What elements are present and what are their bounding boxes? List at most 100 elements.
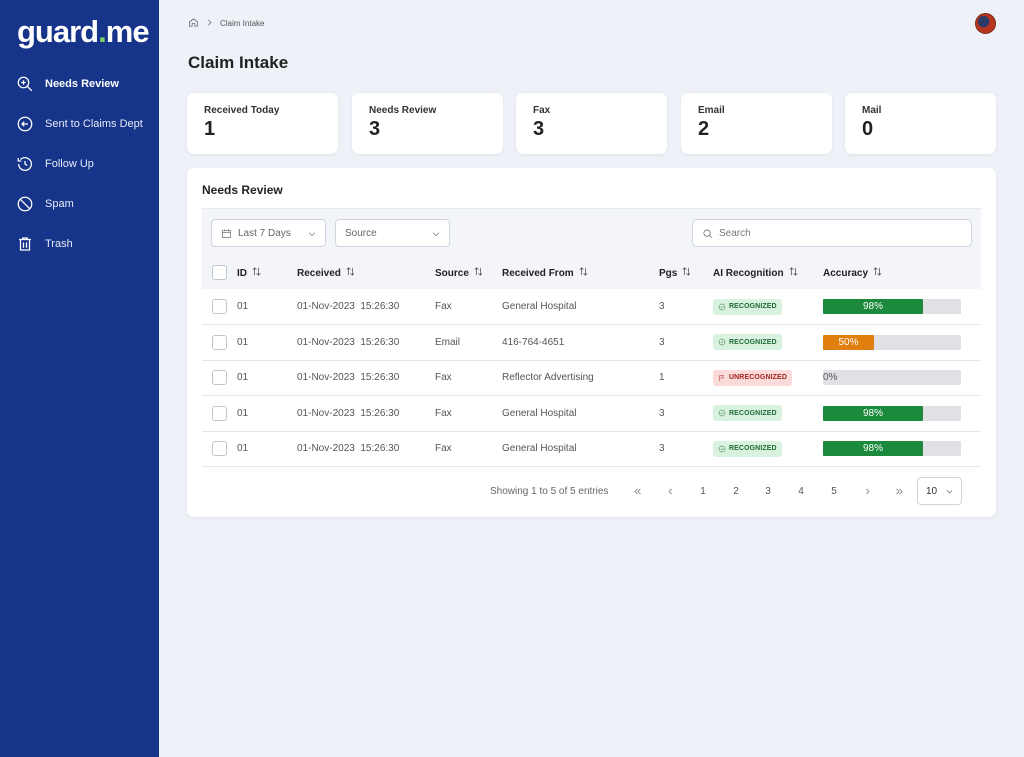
search-box: [692, 219, 972, 247]
check-circle-icon: [718, 445, 726, 452]
chevrons-left-icon: [633, 488, 641, 494]
recognition-badge: RECOGNIZED: [713, 334, 782, 351]
pagination-info: Showing 1 to 5 of 5 entries: [490, 486, 609, 497]
select-all-checkbox[interactable]: [212, 265, 227, 280]
badge-label: RECOGNIZED: [729, 303, 777, 310]
row-checkbox[interactable]: [212, 441, 227, 457]
sidebar-item-sent-to-claims[interactable]: Sent to Claims Dept: [0, 104, 159, 144]
source-select[interactable]: Source: [335, 219, 450, 247]
first-page-button[interactable]: [628, 482, 646, 500]
cell-source: Fax: [435, 407, 452, 419]
stat-label: Needs Review: [369, 105, 437, 116]
sort-icon: [345, 266, 356, 277]
home-icon[interactable]: [188, 17, 199, 30]
column-header-received[interactable]: Received: [297, 256, 435, 289]
cell-received-from: General Hospital: [502, 407, 577, 419]
search-input[interactable]: [719, 227, 959, 239]
sidebar-item-label: Follow Up: [45, 158, 94, 170]
cell-id: 01: [237, 336, 249, 348]
date-range-value: Last 7 Days: [238, 227, 291, 239]
column-header-id[interactable]: ID: [237, 256, 297, 289]
logo-tld: me: [105, 14, 150, 49]
cell-received: 01-Nov-2023 15:26:30: [297, 443, 400, 455]
check-circle-icon: [718, 339, 726, 346]
sidebar: guard.me Needs Review Sent to Claims Dep…: [0, 0, 159, 757]
prev-page-button[interactable]: [661, 482, 679, 500]
accuracy-fill: [823, 405, 923, 421]
cell-source: Email: [435, 336, 461, 348]
sidebar-item-follow-up[interactable]: Follow Up: [0, 144, 159, 184]
column-label: Source: [435, 268, 469, 279]
zoom-in-icon: [16, 75, 34, 93]
row-checkbox[interactable]: [212, 405, 227, 421]
page-button-1[interactable]: 1: [700, 485, 706, 497]
logo[interactable]: guard.me: [17, 14, 150, 50]
stat-label: Received Today: [204, 105, 280, 116]
page-button-3[interactable]: 3: [765, 485, 771, 497]
column-label: Received From: [502, 268, 574, 279]
column-header-ai-recognition[interactable]: AI Recognition: [713, 256, 823, 289]
row-checkbox[interactable]: [212, 334, 227, 350]
column-label: Pgs: [659, 268, 678, 279]
column-header-pgs[interactable]: Pgs: [659, 256, 713, 289]
accuracy-fill: [823, 334, 874, 350]
chevron-down-icon: [946, 490, 953, 494]
table-row[interactable]: 01 01-Nov-2023 15:26:30 Fax Reflector Ad…: [202, 360, 981, 396]
source-value: Source: [345, 227, 377, 239]
stat-label: Mail: [862, 105, 882, 116]
next-page-button[interactable]: [858, 482, 876, 500]
flag-icon: [719, 374, 724, 381]
sort-icon: [251, 266, 262, 277]
table-row[interactable]: 01 01-Nov-2023 15:26:30 Fax General Hosp…: [202, 431, 981, 467]
accuracy-label: 0%: [823, 372, 838, 384]
panel-title: Needs Review: [202, 183, 283, 197]
accuracy-label: 98%: [862, 443, 883, 455]
page-button-4[interactable]: 4: [798, 485, 804, 497]
table-row[interactable]: 01 01-Nov-2023 15:26:30 Fax General Hosp…: [202, 396, 981, 431]
avatar[interactable]: [975, 13, 996, 34]
cell-id: 01: [237, 443, 249, 455]
table-row[interactable]: 01 01-Nov-2023 15:26:30 Fax General Hosp…: [202, 289, 981, 325]
stat-value: 0: [862, 118, 874, 140]
page-button-2[interactable]: 2: [733, 485, 739, 497]
column-label: AI Recognition: [713, 268, 784, 279]
sidebar-item-label: Sent to Claims Dept: [45, 118, 143, 130]
page-title: Claim Intake: [188, 53, 289, 72]
sidebar-item-needs-review[interactable]: Needs Review: [0, 64, 159, 104]
page-button-5[interactable]: 5: [831, 485, 837, 497]
date-range-select[interactable]: Last 7 Days: [211, 219, 326, 247]
accuracy-fill: [823, 441, 923, 457]
sidebar-item-trash[interactable]: Trash: [0, 224, 159, 264]
stat-value: 2: [698, 118, 710, 140]
sidebar-item-spam[interactable]: Spam: [0, 184, 159, 224]
cell-source: Fax: [435, 443, 452, 455]
row-checkbox[interactable]: [212, 370, 227, 386]
column-header-accuracy[interactable]: Accuracy: [823, 256, 981, 289]
table-row[interactable]: 01 01-Nov-2023 15:26:30 Email 416-764-46…: [202, 325, 981, 360]
page-size-select[interactable]: 10: [917, 477, 962, 505]
stat-card-email: Email 2: [681, 93, 832, 154]
chevron-down-icon: [432, 232, 440, 237]
recognition-badge: RECOGNIZED: [713, 440, 782, 457]
stat-card-received-today: Received Today 1: [187, 93, 338, 154]
row-checkbox[interactable]: [212, 299, 227, 314]
calendar-icon: [222, 228, 231, 238]
trash-icon: [16, 235, 34, 253]
page-size-value: 10: [926, 485, 938, 497]
cell-id: 01: [237, 301, 249, 312]
badge-label: UNRECOGNIZED: [729, 374, 787, 382]
stat-card-needs-review: Needs Review 3: [352, 93, 503, 154]
search-icon: [703, 228, 712, 238]
stats-row: Received Today 1 Needs Review 3 Fax 3 Em…: [187, 93, 996, 155]
cell-id: 01: [237, 407, 249, 419]
column-header-received-from[interactable]: Received From: [502, 256, 659, 289]
cell-source: Fax: [435, 301, 452, 312]
stat-value: 3: [369, 118, 381, 140]
last-page-button[interactable]: [890, 482, 908, 500]
column-label: Accuracy: [823, 268, 869, 279]
breadcrumb-current: Claim Intake: [220, 19, 265, 28]
column-header-source[interactable]: Source: [435, 256, 502, 289]
chevron-right-icon: [199, 18, 220, 29]
cell-received: 01-Nov-2023 15:26:30: [297, 336, 400, 348]
stat-card-mail: Mail 0: [845, 93, 996, 154]
